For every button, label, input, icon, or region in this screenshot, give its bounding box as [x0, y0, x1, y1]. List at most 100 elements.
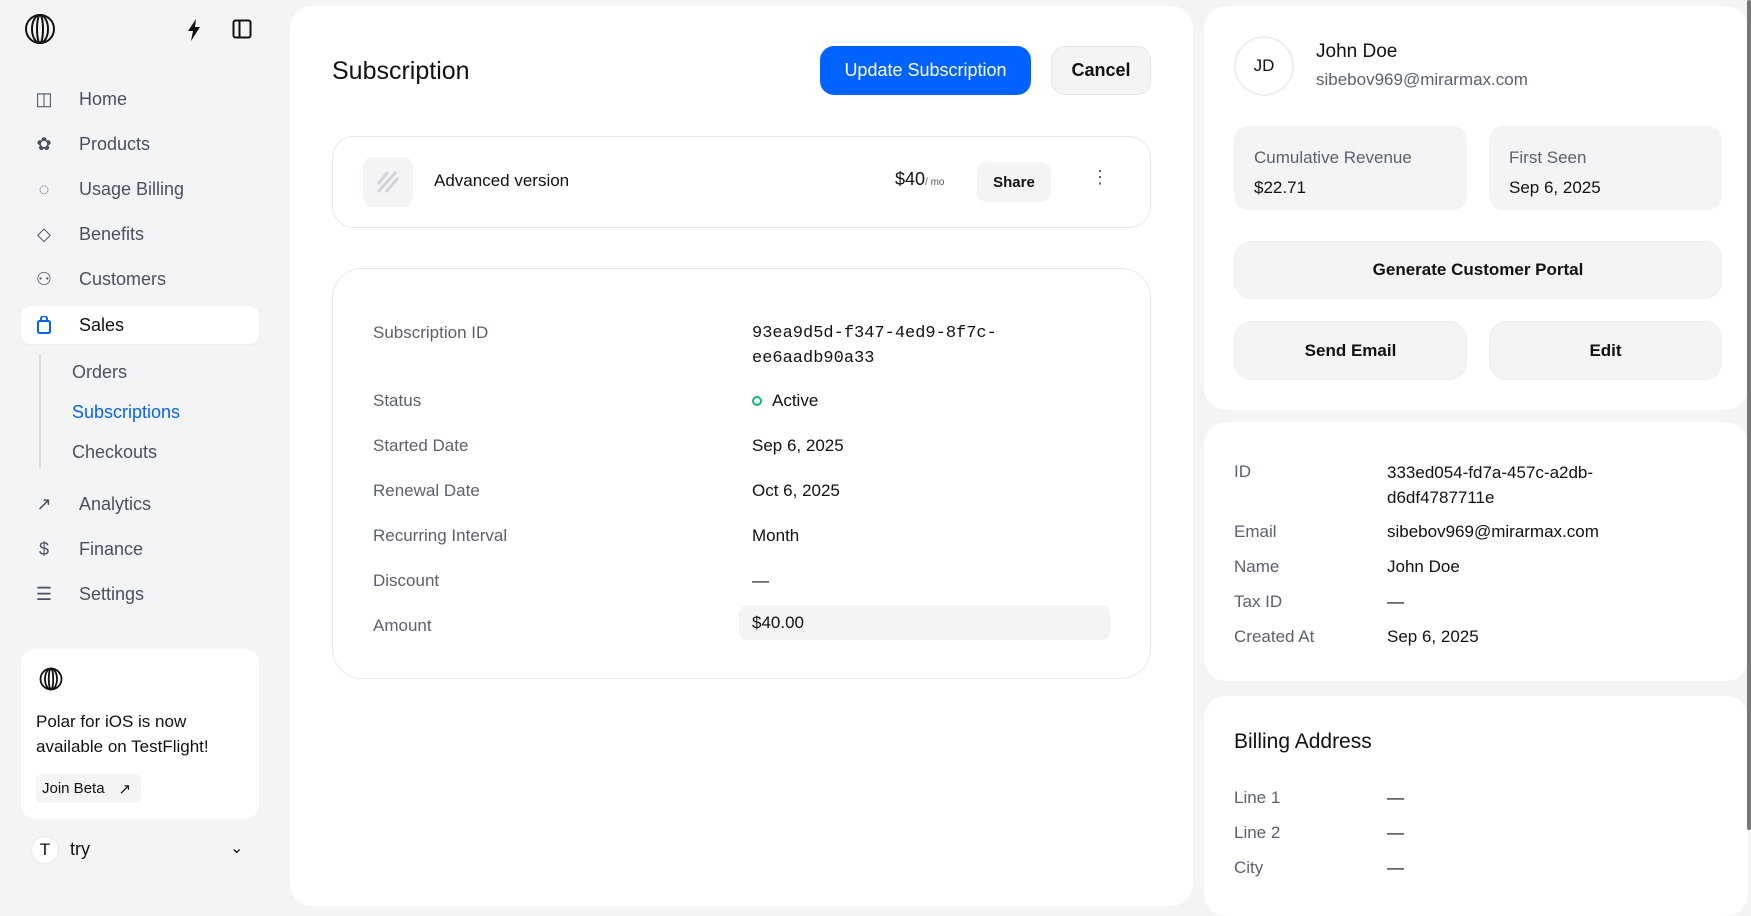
generate-customer-portal-button[interactable]: Generate Customer Portal	[1234, 241, 1722, 299]
sidebar-item-products[interactable]: ✿ Products	[21, 125, 259, 163]
detail-label: Recurring Interval	[373, 526, 508, 545]
usage-billing-icon: ◌	[38, 178, 50, 199]
home-grid-icon: ◫	[35, 88, 53, 109]
info-label: ID	[1234, 462, 1251, 481]
detail-label: Discount	[373, 571, 440, 590]
customer-card: JD John Doe sibebov969@mirarmax.com Cumu…	[1204, 6, 1748, 410]
subscription-details-card: Subscription ID 93ea9d5d-f347-4ed9-8f7c-…	[332, 268, 1151, 679]
stat-value: Sep 6, 2025	[1509, 178, 1601, 197]
sidebar-item-label: Products	[79, 133, 151, 154]
scrollbar[interactable]	[1747, 0, 1751, 830]
polar-logo	[39, 667, 63, 691]
billing-label: City	[1234, 858, 1264, 877]
price-amount: $40	[895, 169, 926, 189]
sidebar-toggle-icon[interactable]	[232, 19, 252, 39]
shopping-bag-icon	[33, 316, 55, 334]
tax-id-value: —	[1387, 592, 1404, 611]
detail-label: Renewal Date	[373, 481, 480, 500]
submenu-line	[39, 354, 41, 468]
info-label: Created At	[1234, 627, 1315, 646]
customer-avatar: JD	[1234, 36, 1294, 96]
sliders-icon: ☰	[35, 583, 53, 604]
billing-label: Line 1	[1234, 788, 1281, 807]
info-label: Email	[1234, 522, 1277, 541]
product-name: Advanced version	[434, 171, 570, 190]
sidebar-item-label: Benefits	[79, 223, 145, 244]
stat-label: First Seen	[1509, 148, 1587, 167]
org-avatar[interactable]: T	[31, 836, 59, 864]
sidebar-item-finance[interactable]: $ Finance	[21, 530, 259, 568]
cancel-button[interactable]: Cancel	[1051, 46, 1151, 95]
sidebar-item-sales[interactable]: Sales	[21, 306, 259, 344]
info-label: Tax ID	[1234, 592, 1283, 611]
sidebar-item-analytics[interactable]: ↗ Analytics	[21, 485, 259, 523]
chevron-down-icon[interactable]: ⌄	[230, 840, 244, 857]
status-badge: Active	[752, 391, 818, 411]
status-value: Active	[772, 391, 819, 410]
sidebar-item-benefits[interactable]: ◇ Benefits	[21, 215, 259, 253]
dollar-icon: $	[38, 538, 49, 559]
customer-email-value: sibebov969@mirarmax.com	[1387, 522, 1599, 541]
billing-label: Line 2	[1234, 823, 1281, 842]
product-card[interactable]: Advanced version $40/ mo Share ⋮	[332, 136, 1151, 228]
billing-value: —	[1387, 823, 1404, 842]
subscription-id-value: 93ea9d5d-f347-4ed9-8f7c-ee6aadb90a33	[752, 324, 997, 368]
page-title: Subscription	[332, 57, 470, 85]
amount-field[interactable]: $40.00	[739, 605, 1110, 640]
stat-first-seen: First Seen Sep 6, 2025	[1489, 126, 1722, 210]
stat-label: Cumulative Revenue	[1254, 148, 1412, 167]
update-subscription-button[interactable]: Update Subscription	[820, 46, 1031, 95]
detail-label: Started Date	[373, 436, 469, 455]
main-panel: Subscription Update Subscription Cancel …	[290, 6, 1193, 906]
sidebar-subitem-subscriptions[interactable]: Subscriptions	[72, 402, 181, 422]
billing-address-title: Billing Address	[1234, 730, 1372, 753]
detail-label: Status	[373, 391, 422, 410]
polar-logo[interactable]	[24, 13, 56, 45]
price-interval: / mo	[925, 177, 945, 188]
interval-value: Month	[752, 526, 800, 545]
sidebar-item-home[interactable]: ◫ Home	[21, 80, 259, 118]
detail-label: Amount	[373, 616, 432, 635]
send-email-button[interactable]: Send Email	[1234, 321, 1467, 380]
customer-info-card: ID 333ed054-fd7a-457c-a2db-d6df4787711e …	[1204, 422, 1748, 681]
promo-card: Polar for iOS is now available on TestFl…	[21, 649, 259, 819]
more-options-icon[interactable]: ⋮	[1091, 167, 1109, 187]
sidebar-subitem-checkouts[interactable]: Checkouts	[72, 442, 158, 462]
sidebar-item-usage-billing[interactable]: ◌ Usage Billing	[21, 170, 259, 208]
detail-label: Subscription ID	[373, 323, 489, 342]
renewal-date-value: Oct 6, 2025	[752, 481, 840, 500]
customer-email: sibebov969@mirarmax.com	[1316, 70, 1528, 89]
join-beta-label: Join Beta	[42, 780, 105, 797]
sidebar-item-customers[interactable]: ⚇ Customers	[21, 260, 259, 298]
org-name[interactable]: try	[70, 839, 90, 859]
join-beta-button[interactable]: Join Beta ↗	[36, 774, 142, 803]
sidebar-item-label: Customers	[79, 268, 167, 289]
stat-cumulative-revenue: Cumulative Revenue $22.71	[1234, 126, 1467, 210]
billing-address-card: Billing Address Line 1 — Line 2 — City —	[1204, 696, 1748, 916]
sidebar-item-label: Settings	[79, 583, 145, 604]
share-button[interactable]: Share	[977, 162, 1051, 202]
sidebar-item-label: Finance	[79, 538, 144, 559]
sidebar-item-settings[interactable]: ☰ Settings	[21, 575, 259, 613]
bolt-icon[interactable]	[186, 19, 202, 41]
sidebar-subitem-orders[interactable]: Orders	[72, 362, 128, 382]
sidebar-item-label: Usage Billing	[79, 178, 185, 199]
edit-button[interactable]: Edit	[1489, 321, 1722, 380]
sidebar-item-label: Sales	[79, 314, 125, 335]
customer-name: John Doe	[1316, 41, 1398, 62]
sidebar-item-label: Analytics	[79, 493, 152, 514]
billing-value: —	[1387, 858, 1404, 877]
customer-id-value: 333ed054-fd7a-457c-a2db-d6df4787711e	[1387, 463, 1594, 507]
promo-text: Polar for iOS is now available on TestFl…	[36, 712, 209, 756]
products-icon: ✿	[36, 133, 52, 154]
diamond-icon: ◇	[37, 223, 51, 244]
trending-icon: ↗	[36, 493, 52, 514]
created-at-value: Sep 6, 2025	[1387, 627, 1479, 646]
discount-value: —	[752, 571, 769, 590]
customer-name-value: John Doe	[1387, 557, 1460, 576]
billing-value: —	[1387, 788, 1404, 807]
arrow-up-right-icon: ↗	[118, 780, 132, 798]
product-price: $40/ mo	[895, 169, 945, 190]
stat-value: $22.71	[1254, 178, 1306, 197]
started-date-value: Sep 6, 2025	[752, 436, 844, 455]
